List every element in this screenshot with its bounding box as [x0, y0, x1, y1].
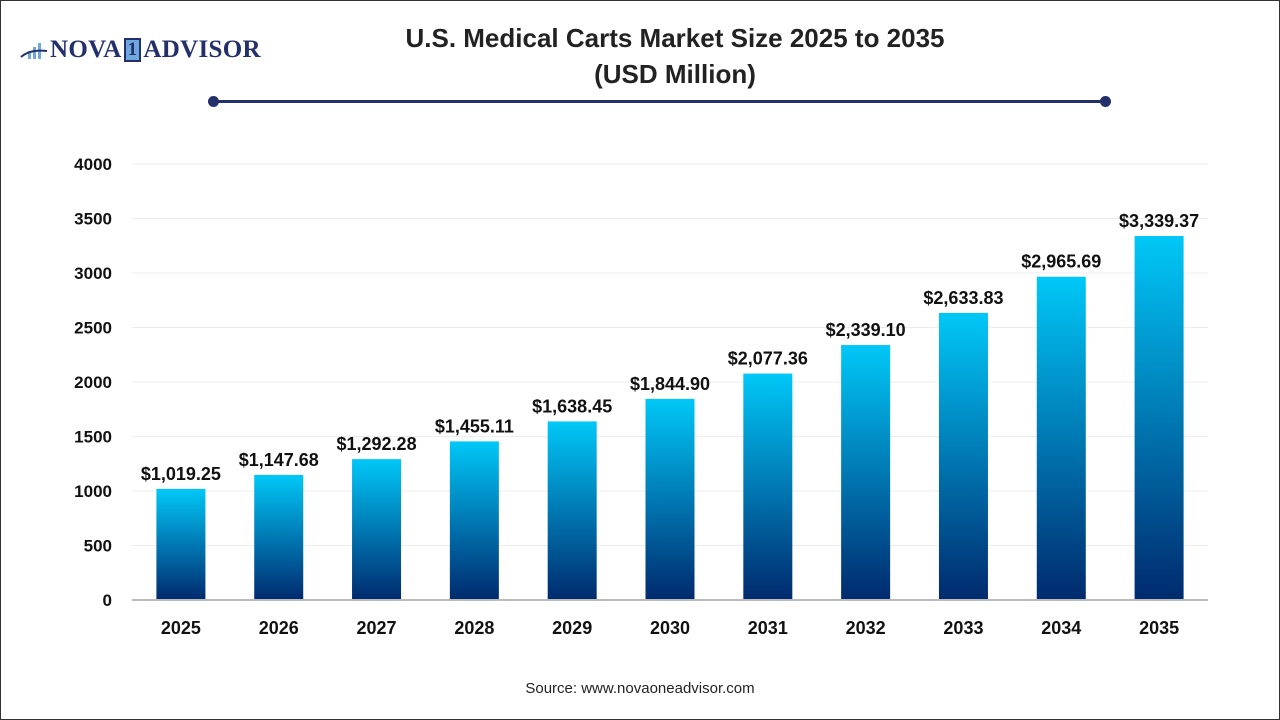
chart-title-line1: U.S. Medical Carts Market Size 2025 to 2…: [405, 23, 945, 53]
bar: [547, 421, 597, 600]
title-divider: [213, 100, 1106, 103]
x-tick-label: 2033: [943, 618, 983, 638]
logo-text-nova: NOVA: [50, 36, 122, 63]
data-label: $1,147.68: [239, 450, 319, 470]
data-label: $1,455.11: [435, 416, 514, 436]
x-tick-label: 2031: [748, 618, 788, 638]
data-label: $2,633.83: [923, 288, 1003, 308]
y-tick-label: 4000: [74, 155, 112, 174]
x-tick-label: 2026: [259, 618, 299, 638]
data-label: $3,339.37: [1119, 211, 1199, 231]
logo: NOVA 1 ADVISOR: [20, 36, 261, 64]
data-label: $1,638.45: [532, 396, 612, 416]
bar: [938, 312, 988, 600]
y-tick-label: 1500: [74, 428, 112, 447]
y-tick-label: 3500: [74, 210, 112, 229]
x-tick-label: 2028: [454, 618, 494, 638]
bar: [254, 474, 304, 600]
bar: [449, 441, 499, 600]
bar: [156, 488, 206, 600]
x-tick-label: 2032: [846, 618, 886, 638]
y-tick-label: 3000: [74, 264, 112, 283]
chart-title: U.S. Medical Carts Market Size 2025 to 2…: [330, 20, 1020, 92]
bar: [1036, 276, 1086, 600]
y-tick-label: 2000: [74, 373, 112, 392]
x-tick-label: 2029: [552, 618, 592, 638]
chart-title-line2: (USD Million): [594, 59, 756, 89]
y-tick-label: 500: [84, 537, 112, 556]
bar: [841, 345, 891, 600]
logo-text-advisor: ADVISOR: [143, 36, 261, 63]
x-tick-label: 2035: [1139, 618, 1179, 638]
logo-text-one: 1: [123, 38, 142, 62]
data-label: $1,292.28: [337, 434, 417, 454]
data-label: $1,019.25: [141, 464, 221, 484]
source-note: Source: www.novaoneadvisor.com: [525, 680, 755, 697]
x-tick-label: 2030: [650, 618, 690, 638]
data-label: $2,077.36: [728, 349, 808, 369]
data-label: $2,339.10: [826, 320, 906, 340]
data-label: $1,844.90: [630, 374, 710, 394]
divider-dot-right: [1100, 96, 1111, 107]
bar: [1134, 236, 1184, 600]
bar: [743, 373, 793, 600]
divider-dot-left: [208, 96, 219, 107]
y-tick-label: 1000: [74, 482, 112, 501]
bar-chart-swoosh-icon: [20, 43, 48, 59]
x-tick-label: 2034: [1041, 618, 1081, 638]
x-tick-label: 2027: [357, 618, 397, 638]
x-tick-label: 2025: [161, 618, 201, 638]
y-tick-label: 0: [103, 591, 112, 610]
data-label: $2,965.69: [1021, 252, 1101, 272]
y-tick-label: 2500: [74, 319, 112, 338]
bar: [352, 459, 402, 600]
bar: [645, 398, 695, 600]
